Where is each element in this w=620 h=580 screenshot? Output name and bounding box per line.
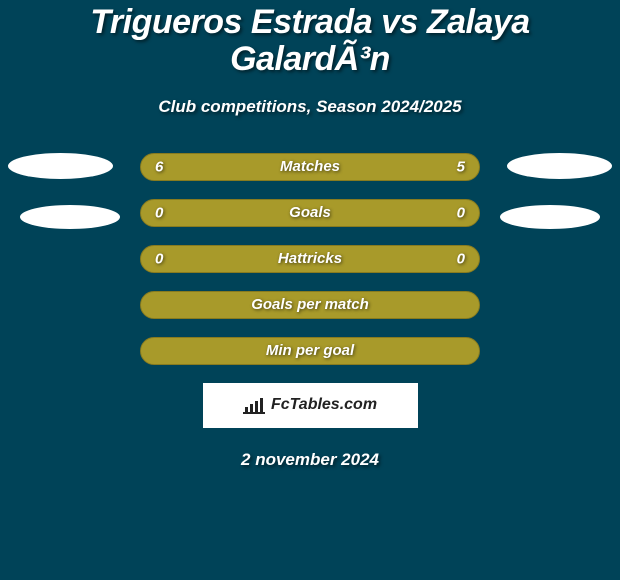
stats-block: 6 Matches 5 0 Goals 0 0 Hattricks 0 Goal… bbox=[0, 153, 620, 365]
source-badge[interactable]: FcTables.com bbox=[203, 383, 418, 428]
stat-right-value: 0 bbox=[457, 250, 465, 267]
subtitle: Club competitions, Season 2024/2025 bbox=[0, 97, 620, 117]
stat-label: Goals per match bbox=[251, 296, 369, 313]
stat-row-goals-per-match: Goals per match bbox=[140, 291, 480, 319]
stat-left-value: 6 bbox=[155, 158, 163, 175]
avatar-right-1 bbox=[507, 153, 612, 179]
stat-row-hattricks: 0 Hattricks 0 bbox=[140, 245, 480, 273]
stat-label: Goals bbox=[289, 204, 331, 221]
stat-row-matches: 6 Matches 5 bbox=[140, 153, 480, 181]
avatar-left-2 bbox=[20, 205, 120, 229]
stat-right-value: 5 bbox=[457, 158, 465, 175]
stat-row-min-per-goal: Min per goal bbox=[140, 337, 480, 365]
stat-left-value: 0 bbox=[155, 204, 163, 221]
stat-label: Matches bbox=[280, 158, 340, 175]
avatar-right-2 bbox=[500, 205, 600, 229]
page-title: Trigueros Estrada vs Zalaya GalardÃ³n bbox=[0, 4, 620, 79]
date-label: 2 november 2024 bbox=[0, 450, 620, 470]
stat-label: Hattricks bbox=[278, 250, 342, 267]
badge-text: FcTables.com bbox=[271, 396, 377, 414]
stat-label: Min per goal bbox=[266, 342, 354, 359]
stat-row-goals: 0 Goals 0 bbox=[140, 199, 480, 227]
stat-right-value: 0 bbox=[457, 204, 465, 221]
stat-left-value: 0 bbox=[155, 250, 163, 267]
avatar-left-1 bbox=[8, 153, 113, 179]
bar-chart-icon bbox=[243, 396, 265, 414]
